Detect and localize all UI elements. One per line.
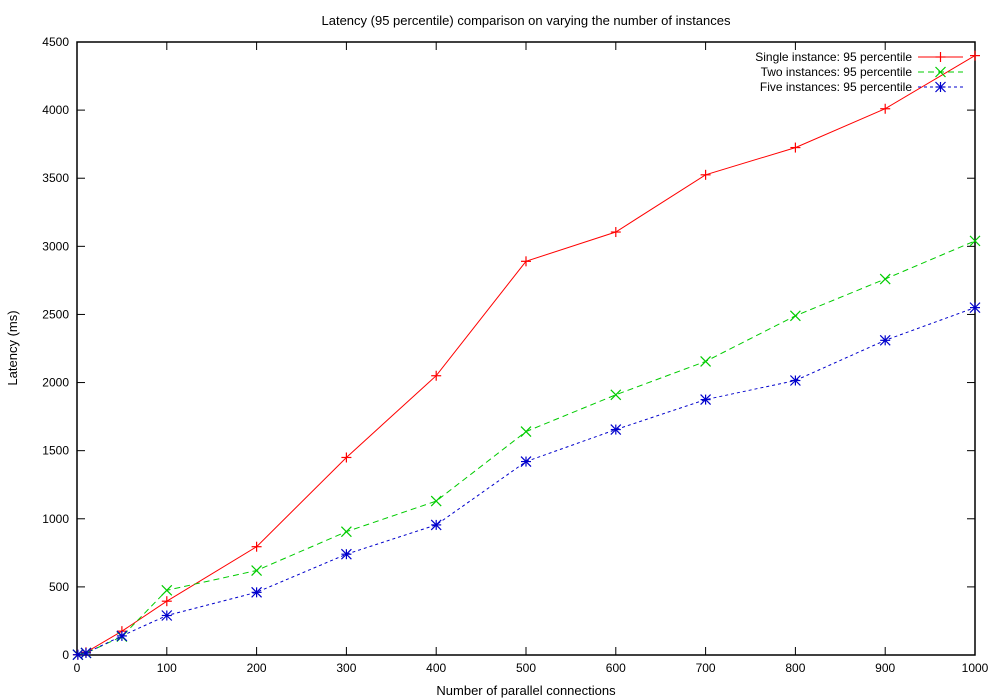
series-2-point (879, 273, 891, 285)
x-tick-label: 1000 (962, 661, 989, 675)
chart-title: Latency (95 percentile) comparison on va… (322, 13, 731, 28)
y-tick-label: 1500 (42, 444, 69, 458)
x-tick-label: 400 (426, 661, 446, 675)
series-1-point (431, 370, 442, 381)
x-tick-label: 900 (875, 661, 895, 675)
x-tick-label: 300 (336, 661, 356, 675)
legend-marker (935, 66, 946, 78)
y-tick-label: 4500 (42, 35, 69, 49)
y-tick-label: 0 (62, 648, 69, 662)
series-1-point (700, 169, 711, 180)
series-1-point (251, 541, 262, 552)
series-2-point (161, 584, 173, 596)
legend-label: Two instances: 95 percentile (761, 65, 913, 79)
series-2-point (610, 389, 622, 401)
series-3-point (340, 548, 352, 560)
x-tick-label: 200 (247, 661, 267, 675)
x-tick-label: 700 (696, 661, 716, 675)
series-2-point (251, 565, 263, 576)
plot-area: 0 100 200 300 400 500 600 700 800 900 1000 0 500 1000… (42, 35, 988, 675)
series-line-1 (77, 55, 976, 656)
series-1-point (790, 142, 801, 153)
series-2-point (520, 426, 532, 438)
x-tick-label: 600 (606, 661, 626, 675)
x-tick-label: 0 (74, 661, 81, 675)
series-3-point (116, 630, 128, 642)
x-tick-label: 500 (516, 661, 536, 675)
series-2-point (340, 526, 352, 538)
series-2-point (700, 356, 712, 367)
y-tick-label: 3500 (42, 171, 69, 185)
y-tick-label: 4000 (42, 103, 69, 117)
y-tick-label: 1000 (42, 512, 69, 526)
x-tick-label: 100 (157, 661, 177, 675)
series-2-point (430, 495, 442, 507)
series-3-point (430, 519, 442, 531)
y-tick-label: 500 (49, 580, 69, 594)
legend-marker (935, 81, 946, 93)
y-tick-label: 2500 (42, 307, 69, 321)
series-line-3 (77, 307, 976, 656)
series-1-point (970, 50, 980, 61)
x-axis-label: Number of parallel connections (436, 683, 616, 698)
legend-label: Five instances: 95 percentile (760, 80, 912, 94)
series-1-point (161, 596, 172, 607)
series-3-point (520, 456, 532, 467)
series-2-point (789, 310, 801, 322)
series-3-point (251, 586, 263, 598)
series-line-2 (77, 240, 976, 656)
series-1-point (341, 452, 352, 463)
series-3-point (161, 610, 173, 621)
series-1-point (521, 256, 531, 267)
y-tick-label: 3000 (42, 239, 69, 253)
legend-marker (935, 52, 946, 62)
series-3-point (969, 302, 981, 314)
series-2-point (969, 235, 981, 247)
legend-label: Single instance: 95 percentile (755, 50, 912, 64)
x-tick-label: 800 (785, 661, 805, 675)
series-1-point (880, 103, 891, 114)
series-1-point (610, 227, 621, 238)
series-3-point (789, 375, 801, 386)
series-3-point (80, 647, 92, 659)
y-tick-label: 2000 (42, 376, 69, 390)
plot-frame (76, 41, 976, 656)
series-3-point (879, 334, 891, 346)
series-3-point (610, 424, 622, 435)
series-3-point (700, 394, 712, 406)
y-axis-label: Latency (ms) (5, 310, 20, 385)
